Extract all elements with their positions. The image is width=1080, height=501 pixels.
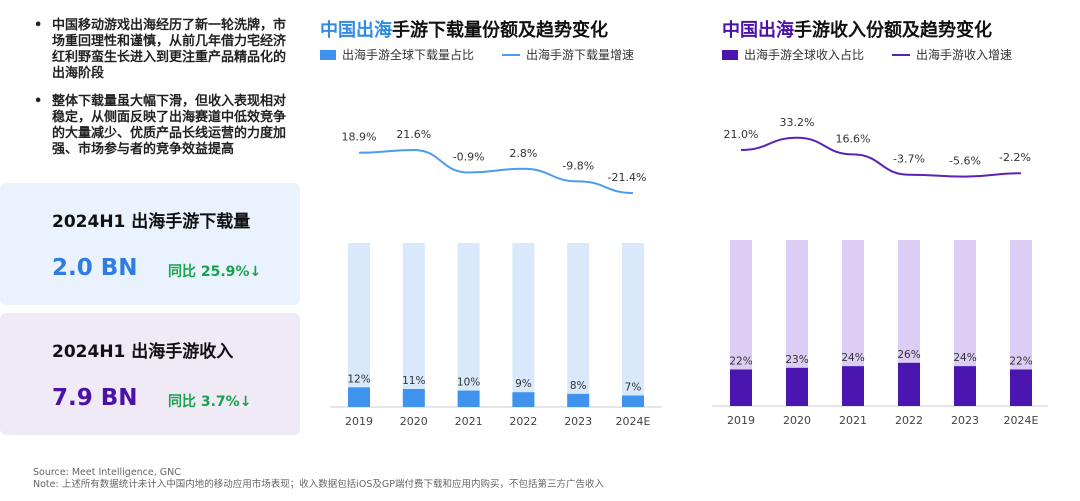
- x-tick-label: 2020: [400, 415, 428, 428]
- chart-title-accent: 中国出海: [320, 20, 392, 41]
- legend-downloads: 出海手游全球下载量占比 出海手游下载量增速: [320, 46, 634, 63]
- bar-label: 10%: [457, 377, 480, 389]
- growth-label: -2.2%: [999, 151, 1031, 164]
- bar: [954, 366, 976, 406]
- bar-label: 22%: [1009, 355, 1032, 367]
- growth-label: 16.6%: [836, 132, 871, 145]
- x-tick-label: 2022: [895, 414, 923, 427]
- bar: [898, 362, 920, 406]
- growth-label: -5.6%: [949, 155, 981, 168]
- bar-background: [622, 243, 644, 407]
- growth-label: -3.7%: [893, 153, 925, 166]
- bar-background: [842, 240, 864, 406]
- bar: [512, 392, 535, 407]
- x-tick-label: 2024E: [616, 415, 651, 428]
- x-tick-label: 2019: [727, 414, 755, 427]
- legend-line-label: 出海手游收入增速: [916, 48, 1013, 62]
- chart-title-revenue: 中国出海手游收入份额及趋势变化: [722, 16, 992, 42]
- bar-label: 26%: [897, 349, 920, 361]
- chart-title-downloads: 中国出海手游下载量份额及趋势变化: [320, 16, 608, 42]
- kpi-title: 2024H1 出海手游收入: [52, 342, 234, 362]
- growth-label: 2.8%: [509, 147, 537, 160]
- bar-background: [1010, 240, 1032, 406]
- summary-bullets: 中国移动游戏出海经历了新一轮洗牌，市场重回理性和谨慎，从前几年借力宅经济红利野蛮…: [30, 18, 290, 170]
- bar-background: [954, 240, 976, 406]
- growth-label: 21.6%: [396, 128, 431, 141]
- bar: [842, 366, 864, 406]
- x-tick-label: 2021: [455, 415, 483, 428]
- chart-title-rest: 手游下载量份额及趋势变化: [392, 20, 608, 41]
- bar-background: [567, 243, 590, 407]
- bar: [567, 393, 590, 407]
- legend-line-swatch: [502, 53, 521, 56]
- bar-label: 7%: [625, 382, 642, 394]
- kpi-yoy: 同比 25.9%↓: [168, 264, 262, 280]
- bar-label: 9%: [515, 378, 532, 390]
- bar-label: 11%: [402, 375, 425, 387]
- growth-line: [740, 136, 1022, 178]
- bar-label: 24%: [953, 352, 976, 364]
- bar: [457, 390, 480, 407]
- note-text: Note: 上述所有数据统计未计入中国内地的移动应用市场表现；收入数据包括iOS…: [33, 479, 604, 490]
- bar-label: 12%: [347, 373, 370, 385]
- footer: Source: Meet Intelligence, GNC Note: 上述所…: [33, 467, 604, 491]
- kpi-value: 2.0 BN: [52, 255, 138, 281]
- bar: [348, 387, 370, 407]
- source-text: Source: Meet Intelligence, GNC: [33, 467, 181, 478]
- bar-background: [786, 240, 808, 406]
- bullet-item: 整体下载量虽大幅下滑，但收入表现相对稳定，从侧面反映了出海赛道中低效竞争的大量减…: [30, 94, 290, 158]
- bar-label: 23%: [785, 354, 808, 366]
- bar: [402, 388, 425, 407]
- growth-label: 21.0%: [724, 128, 759, 141]
- legend-bar-swatch: [722, 49, 738, 60]
- x-tick-label: 2023: [951, 414, 979, 427]
- growth-label: -21.4%: [608, 171, 647, 184]
- bar-label: 8%: [570, 380, 587, 392]
- bar: [622, 395, 644, 407]
- growth-label: 33.2%: [780, 116, 815, 129]
- bar-background: [348, 243, 370, 407]
- kpi-title: 2024H1 出海手游下载量: [52, 212, 251, 232]
- chart-title-rest: 手游收入份额及趋势变化: [794, 20, 992, 41]
- bar: [786, 367, 808, 406]
- growth-label: -9.8%: [562, 159, 594, 172]
- bullet-item: 中国移动游戏出海经历了新一轮洗牌，市场重回理性和谨慎，从前几年借力宅经济红利野蛮…: [30, 18, 290, 82]
- growth-label: 18.9%: [342, 131, 377, 144]
- kpi-value: 7.9 BN: [52, 385, 138, 411]
- x-tick-label: 2024E: [1004, 414, 1039, 427]
- bar-label: 22%: [729, 355, 752, 367]
- growth-line: [358, 148, 634, 194]
- growth-label: -0.9%: [453, 151, 485, 164]
- revenue-kpi-card: 2024H1 出海手游收入 7.9 BN 同比 3.7%↓: [0, 313, 300, 435]
- bar: [730, 369, 752, 406]
- bar-label: 24%: [841, 352, 864, 364]
- x-tick-label: 2020: [783, 414, 811, 427]
- x-tick-label: 2021: [839, 414, 867, 427]
- bar-background: [402, 243, 425, 407]
- legend-line-label: 出海手游下载量增速: [526, 48, 635, 62]
- x-tick-label: 2022: [509, 415, 537, 428]
- legend-line-swatch: [892, 53, 911, 56]
- bar: [1010, 369, 1032, 406]
- legend-revenue: 出海手游全球收入占比 出海手游收入增速: [722, 46, 1012, 63]
- legend-bar-label: 出海手游全球收入占比: [744, 48, 865, 62]
- x-tick-label: 2023: [564, 415, 592, 428]
- bar-background: [730, 240, 752, 406]
- chart-title-accent: 中国出海: [722, 20, 794, 41]
- x-tick-label: 2019: [345, 415, 373, 428]
- legend-bar-label: 出海手游全球下载量占比: [342, 48, 475, 62]
- downloads-kpi-card: 2024H1 出海手游下载量 2.0 BN 同比 25.9%↓: [0, 183, 300, 305]
- bar-background: [457, 243, 480, 407]
- bar-background: [512, 243, 535, 407]
- kpi-yoy: 同比 3.7%↓: [168, 394, 252, 410]
- legend-bar-swatch: [320, 49, 336, 60]
